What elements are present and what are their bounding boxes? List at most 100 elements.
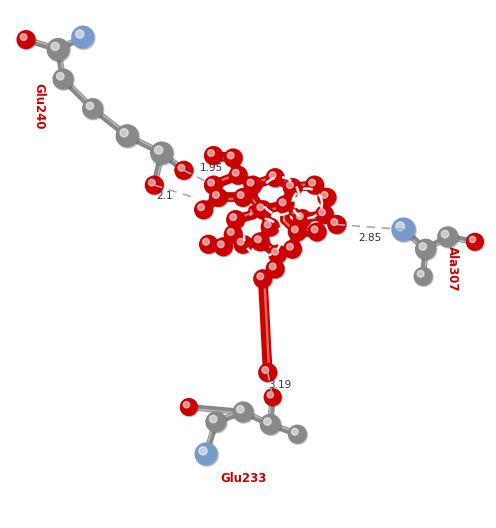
Circle shape <box>209 416 217 423</box>
Circle shape <box>293 210 311 228</box>
Circle shape <box>47 39 69 60</box>
Circle shape <box>257 204 264 211</box>
Circle shape <box>257 273 264 280</box>
Circle shape <box>184 401 189 408</box>
Circle shape <box>467 233 483 250</box>
Circle shape <box>316 206 334 225</box>
Circle shape <box>251 233 270 252</box>
Circle shape <box>230 214 237 221</box>
Circle shape <box>145 176 163 194</box>
Circle shape <box>284 240 301 258</box>
Circle shape <box>266 169 284 186</box>
Circle shape <box>328 215 346 233</box>
Circle shape <box>200 235 217 253</box>
Circle shape <box>83 99 104 120</box>
Circle shape <box>235 235 253 254</box>
Circle shape <box>259 364 277 381</box>
Circle shape <box>438 227 458 247</box>
Circle shape <box>120 129 128 137</box>
Circle shape <box>214 238 232 256</box>
Circle shape <box>254 236 261 243</box>
Circle shape <box>441 230 449 238</box>
Circle shape <box>237 239 244 245</box>
Circle shape <box>206 412 227 433</box>
Circle shape <box>318 189 337 208</box>
Circle shape <box>233 402 253 422</box>
Circle shape <box>272 248 278 255</box>
Circle shape <box>245 176 263 195</box>
Circle shape <box>315 206 333 223</box>
Circle shape <box>234 235 252 253</box>
Circle shape <box>264 389 281 406</box>
Circle shape <box>266 260 284 278</box>
Circle shape <box>260 414 280 434</box>
Circle shape <box>227 211 245 229</box>
Circle shape <box>53 69 73 89</box>
Circle shape <box>51 42 59 51</box>
Circle shape <box>230 167 248 185</box>
Text: 2.85: 2.85 <box>359 233 382 243</box>
Circle shape <box>20 34 27 41</box>
Circle shape <box>17 31 36 50</box>
Circle shape <box>292 428 298 435</box>
Circle shape <box>54 70 74 90</box>
Text: 1.95: 1.95 <box>199 163 223 173</box>
Circle shape <box>17 31 35 49</box>
Circle shape <box>148 179 155 186</box>
Circle shape <box>181 399 197 416</box>
Circle shape <box>254 270 273 289</box>
Circle shape <box>195 201 212 219</box>
Circle shape <box>178 164 185 171</box>
Circle shape <box>311 226 318 233</box>
Circle shape <box>117 125 139 148</box>
Circle shape <box>198 204 204 211</box>
Circle shape <box>215 238 234 257</box>
Text: Glu240: Glu240 <box>32 83 45 129</box>
Circle shape <box>276 196 294 214</box>
Circle shape <box>205 147 224 165</box>
Circle shape <box>155 146 163 154</box>
Circle shape <box>209 188 227 206</box>
Circle shape <box>469 236 476 243</box>
Circle shape <box>306 176 323 194</box>
Circle shape <box>262 366 269 373</box>
Circle shape <box>264 418 271 425</box>
Circle shape <box>292 226 298 233</box>
Circle shape <box>289 426 308 444</box>
Circle shape <box>289 223 308 242</box>
Circle shape <box>416 240 436 260</box>
Circle shape <box>269 263 276 270</box>
Circle shape <box>195 201 214 220</box>
Circle shape <box>415 268 433 286</box>
Circle shape <box>205 176 224 195</box>
Circle shape <box>266 169 285 188</box>
Circle shape <box>279 199 286 206</box>
Circle shape <box>208 149 214 156</box>
Circle shape <box>287 182 293 188</box>
Circle shape <box>200 235 219 254</box>
Circle shape <box>438 228 459 248</box>
Circle shape <box>306 176 324 195</box>
Circle shape <box>175 162 193 179</box>
Circle shape <box>419 243 427 250</box>
Circle shape <box>276 196 295 215</box>
Circle shape <box>217 241 224 248</box>
Circle shape <box>204 176 222 194</box>
Circle shape <box>266 260 285 279</box>
Circle shape <box>210 189 229 208</box>
Circle shape <box>414 268 432 285</box>
Circle shape <box>254 201 273 220</box>
Circle shape <box>229 166 247 184</box>
Text: Glu233: Glu233 <box>220 472 266 485</box>
Circle shape <box>254 201 272 219</box>
Circle shape <box>244 176 262 194</box>
Circle shape <box>206 412 226 432</box>
Circle shape <box>284 179 303 197</box>
Circle shape <box>225 149 243 168</box>
Circle shape <box>467 234 485 251</box>
Circle shape <box>227 229 234 235</box>
Text: 3.19: 3.19 <box>268 380 292 390</box>
Circle shape <box>181 399 198 417</box>
Circle shape <box>269 246 288 264</box>
Circle shape <box>261 219 280 237</box>
